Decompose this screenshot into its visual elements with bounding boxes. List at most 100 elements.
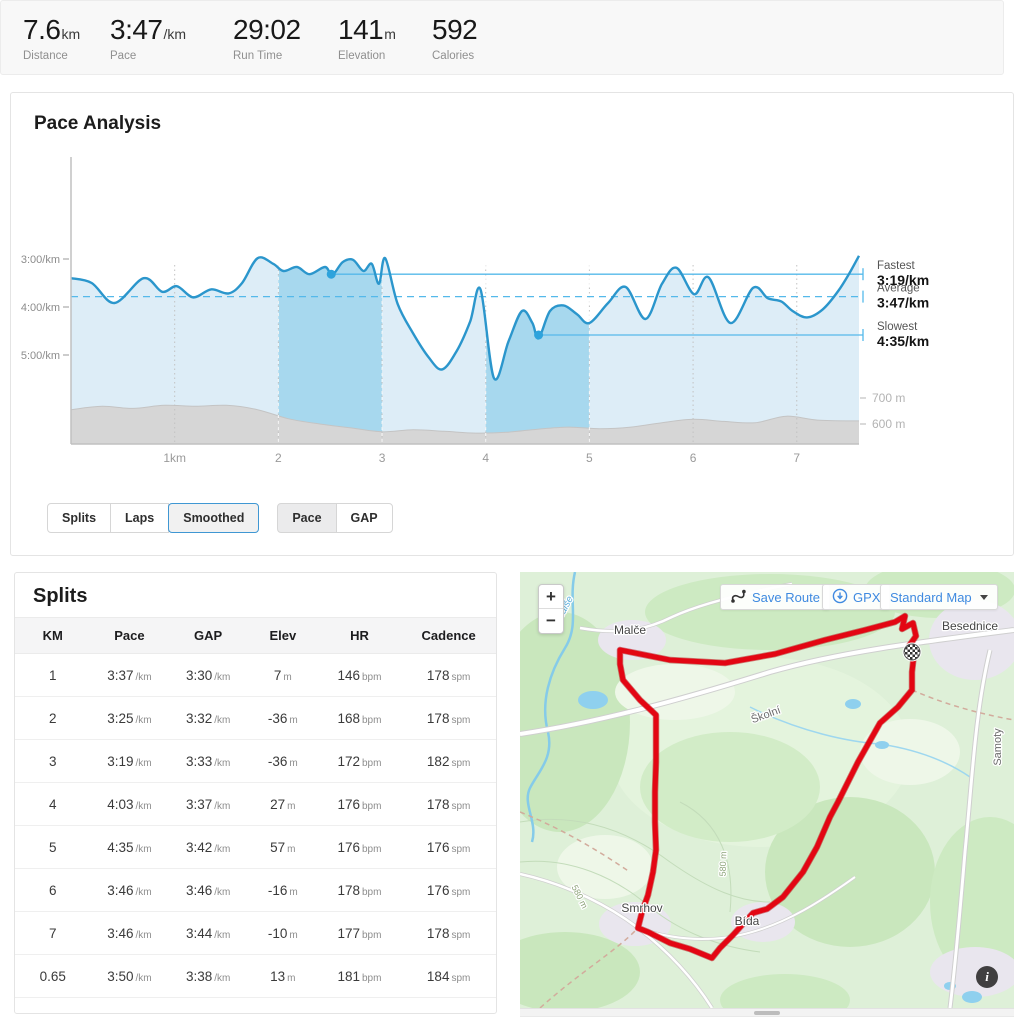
column-header-km: KM (15, 617, 91, 654)
splits-panel: Splits KM Pace GAP Elev HR Cadence 1 3:37/km 3:… (14, 572, 497, 1014)
map-terrain-patch (557, 835, 653, 899)
annotation-value: 3:47/km (877, 295, 929, 311)
stat-unit: /km (163, 26, 187, 42)
annotation-label: Fastest (877, 260, 916, 272)
column-header-cadence: Cadence (401, 617, 496, 654)
map-label-place: Smrhov (621, 901, 662, 915)
pond (578, 691, 608, 709)
stat-label: Elevation (338, 50, 386, 62)
x-axis-tick: 7 (793, 451, 800, 465)
map-terrain-patch (930, 817, 1014, 987)
stat-unit: km (61, 26, 81, 42)
x-axis-tick: 2 (275, 451, 282, 465)
stat-elevation: 141m Elevation (338, 14, 396, 62)
elevation-axis-tick: 600 m (872, 417, 905, 431)
annotation-label: Average (877, 283, 920, 295)
stat-label: Distance (23, 50, 68, 62)
map-zoom-control: + − (538, 584, 564, 634)
splits-row: 7 3:46/km 3:44/km -10 m 177 bpm 178 spm (15, 911, 496, 955)
annotation-value: 4:35/km (877, 333, 929, 349)
route-map[interactable]: Malče Besednice Smrhov Bída Školní Samoty Malš… (520, 572, 1014, 1008)
splits-row: 1 3:37/km 3:30/km 7 m 146 bpm 178 spm (15, 653, 496, 697)
pace-analysis-panel: Fastest 3:19/km Average 3:47/km Slowest 4:35/… (10, 92, 1014, 556)
splits-row: 2 3:25/km 3:32/km -36 m 168 bpm 178 spm (15, 696, 496, 740)
pace-line (70, 255, 861, 381)
save-route-button[interactable]: Save Route (720, 584, 830, 610)
chart-mode-toggle: Splits Laps Smoothed (47, 503, 260, 533)
highlight-band (485, 305, 590, 444)
stat-value: 29:02 (233, 14, 301, 45)
chevron-down-icon (979, 594, 988, 600)
map-label-road: Samoty (992, 728, 1004, 766)
map-terrain-patch (640, 732, 820, 842)
stat-distance: 7.6km Distance (23, 14, 80, 62)
map-scrollbar-thumb[interactable] (754, 1011, 780, 1015)
column-header-hr: HR (317, 617, 402, 654)
map-label-place: Besednice (942, 619, 998, 633)
save-route-label: Save Route (752, 589, 820, 605)
splits-row: 3 3:19/km 3:33/km -36 m 172 bpm 182 spm (15, 739, 496, 783)
stat-unit: m (384, 26, 396, 42)
x-axis-tick: 4 (482, 451, 489, 465)
map-terrain-patch (720, 974, 850, 1008)
pace-axis-tick: 4:00/km (21, 302, 60, 314)
stat-run-time: 29:02 Run Time (233, 14, 302, 62)
road (520, 628, 1014, 736)
chart-tab-laps[interactable]: Laps (110, 503, 170, 533)
pace-analysis-title: Pace Analysis (34, 113, 162, 134)
gpx-download-button[interactable]: GPX (822, 584, 891, 610)
gpx-label: GPX (853, 589, 881, 605)
zoom-in-button[interactable]: + (539, 585, 563, 609)
splits-row: 0.65 3:50/km 3:38/km 13 m 181 bpm 184 spm (15, 954, 496, 998)
map-label-place: Malče (614, 623, 646, 637)
splits-table: KM Pace GAP Elev HR Cadence 1 3:37/km 3:30/km 7 m… (15, 617, 496, 998)
route-icon (730, 588, 747, 607)
pace-axis-tick: 3:00/km (21, 254, 60, 266)
map-terrain-patch (520, 932, 640, 1008)
stat-value: 141 (338, 14, 384, 45)
chart-tab-pace[interactable]: Pace (277, 503, 337, 533)
splits-table-header: KM Pace GAP Elev HR Cadence (15, 617, 496, 654)
stat-calories: 592 Calories (432, 14, 478, 62)
splits-title: Splits (33, 585, 88, 607)
stat-value: 592 (432, 14, 478, 45)
map-label-place: Bída (735, 914, 760, 928)
pond (845, 699, 861, 709)
road (637, 876, 856, 940)
map-layer-dropdown[interactable]: Standard Map (880, 584, 998, 610)
elevation-line (70, 404, 860, 434)
stat-label: Run Time (233, 50, 283, 62)
stat-label: Pace (110, 50, 137, 62)
pond (875, 741, 889, 749)
map-terrain-patch (929, 600, 1014, 680)
finish-flag-marker (903, 643, 921, 661)
pace-gap-toggle: Pace GAP (277, 503, 393, 533)
annotation-value: 3:19/km (877, 272, 929, 288)
run-route (617, 613, 919, 961)
highlight-band (278, 259, 383, 444)
map-canvas[interactable]: Malče BesedniceSmrhovBídaŠkolníSamotyMalš… (520, 572, 1014, 1008)
splits-row: 6 3:46/km 3:46/km -16 m 178 bpm 176 spm (15, 868, 496, 912)
stat-value: 7.6 (23, 14, 61, 45)
chart-tab-splits[interactable]: Splits (47, 503, 112, 533)
column-header-elev: Elev (247, 617, 318, 654)
pace-axis-tick: 5:00/km (21, 350, 60, 362)
map-terrain-patch (860, 719, 960, 785)
splits-row: 5 4:35/km 3:42/km 57 m 176 bpm 176 spm (15, 825, 496, 869)
road (948, 649, 992, 1008)
x-axis-tick: 6 (690, 451, 697, 465)
map-label-contour: 580 m (718, 851, 729, 876)
slowest-point (534, 330, 544, 340)
activity-stats-bar: 7.6km Distance 3:47/km Pace 29:02 Run Time 141… (0, 0, 1004, 75)
fastest-point (326, 269, 336, 279)
stat-label: Calories (432, 50, 475, 62)
contour-line (679, 801, 732, 913)
map-layer-label: Standard Map (890, 589, 972, 605)
zoom-out-button[interactable]: − (546, 611, 556, 630)
map-attribution-button[interactable]: i (976, 966, 998, 988)
chart-tab-gap[interactable]: GAP (335, 503, 393, 533)
chart-tab-smoothed[interactable]: Smoothed (168, 503, 260, 533)
x-axis-tick: 1km (163, 451, 186, 465)
contour-line (520, 818, 771, 903)
